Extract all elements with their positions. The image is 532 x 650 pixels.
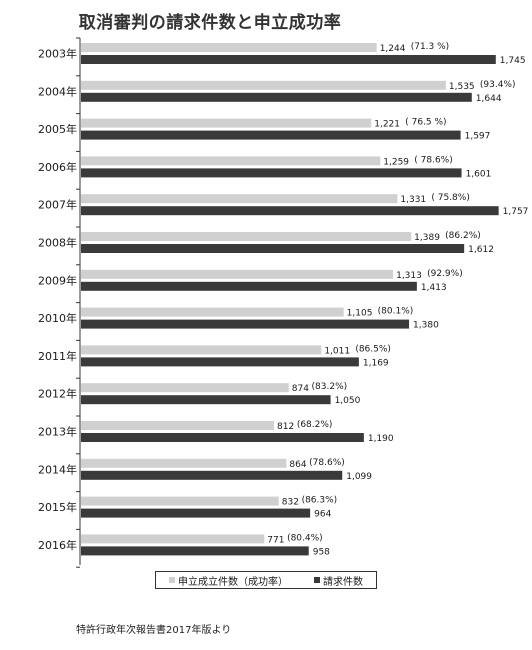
- value-label-success: 1,105: [347, 309, 373, 319]
- bar-requests: [81, 55, 496, 64]
- bar-requests: [81, 433, 364, 442]
- value-label-success: 864: [289, 460, 306, 470]
- category-label: 2003年: [38, 47, 77, 61]
- value-label-requests: 1,757: [503, 207, 529, 217]
- value-label-requests: 1,745: [500, 56, 526, 66]
- value-label-success: 832: [282, 498, 299, 508]
- legend-item-filed-success: 申立成立件数（成功率）: [169, 573, 288, 588]
- rate-label: (78.6%): [309, 458, 345, 468]
- rate-label: (68.2%): [297, 420, 333, 430]
- category-label: 2013年: [38, 425, 77, 439]
- category-label: 2005年: [38, 122, 77, 136]
- value-label-success: 1,011: [324, 346, 350, 356]
- bar-requests: [81, 244, 465, 253]
- category-label: 2011年: [38, 349, 77, 363]
- legend-swatch-dark: [314, 577, 320, 583]
- value-label-requests: 1,169: [363, 358, 389, 368]
- category-label: 2012年: [38, 387, 77, 401]
- bar-success: [81, 421, 275, 430]
- value-label-requests: 1,190: [368, 434, 394, 444]
- value-label-success: 1,221: [374, 120, 400, 130]
- chart-title: 取消審判の請求件数と申立成功率: [78, 13, 342, 33]
- data-labels: 1,244 (71.3 %) 1,745 1,535 (93.4%) 1,644 1,221…: [267, 42, 528, 557]
- bar-success: [81, 383, 289, 393]
- bar-requests: [81, 470, 343, 480]
- legend-swatch-light: [169, 577, 175, 583]
- rate-label: (80.1%): [378, 307, 414, 317]
- category-label: 2010年: [38, 311, 77, 325]
- value-label-requests: 1,601: [466, 169, 492, 179]
- bar-success: [81, 345, 322, 355]
- value-label-requests: 1,050: [335, 396, 361, 406]
- bar-success: [81, 534, 265, 544]
- category-label: 2015年: [38, 500, 77, 514]
- value-label-success: 1,244: [380, 44, 406, 54]
- value-label-success: 812: [277, 422, 294, 432]
- bar-success: [81, 269, 394, 279]
- value-label-success: 771: [267, 535, 284, 545]
- bar-requests: [81, 357, 359, 367]
- y-tick-marks: [76, 37, 80, 568]
- bar-success: [81, 194, 398, 204]
- value-label-requests: 1,644: [476, 94, 502, 104]
- rate-label: ( 78.6%): [414, 155, 452, 165]
- value-label-success: 1,535: [449, 82, 475, 92]
- rate-label: (71.3 %): [411, 42, 449, 52]
- category-label: 2007年: [38, 198, 77, 212]
- value-label-success: 874: [292, 384, 309, 394]
- bar-requests: [81, 395, 331, 405]
- rate-label: (86.2%): [445, 231, 481, 241]
- bar-success: [81, 118, 372, 128]
- value-label-success: 1,259: [383, 157, 409, 167]
- bar-requests: [81, 92, 472, 102]
- legend-label: 請求件数: [323, 576, 363, 588]
- category-label: 2008年: [38, 236, 77, 250]
- value-label-requests: 958: [313, 547, 330, 557]
- category-label: 2016年: [38, 538, 77, 552]
- legend: 申立成立件数（成功率） 請求件数: [155, 571, 377, 589]
- category-label: 2004年: [38, 84, 77, 98]
- bar-success: [81, 43, 377, 52]
- bar-requests: [81, 546, 309, 556]
- value-label-requests: 1,099: [346, 472, 372, 482]
- category-label: 2014年: [38, 462, 77, 476]
- rate-label: (92.9%): [427, 269, 463, 279]
- rate-label: (83.2%): [312, 382, 348, 392]
- value-label-requests: 1,597: [465, 132, 491, 142]
- bar-success: [81, 232, 412, 241]
- bar-success: [81, 307, 344, 317]
- bar-success: [81, 496, 279, 506]
- bar-requests: [81, 168, 462, 178]
- bar-success: [81, 156, 381, 166]
- value-label-requests: 964: [314, 510, 331, 520]
- value-label-requests: 1,612: [468, 245, 494, 255]
- source-note: 特許行政年次報告書2017年版より: [76, 625, 232, 636]
- bar-success: [81, 458, 287, 468]
- value-label-success: 1,331: [400, 195, 426, 205]
- rate-label: (93.4%): [480, 80, 516, 90]
- legend-label: 申立成立件数（成功率）: [178, 576, 288, 588]
- rate-label: (80.4%): [287, 533, 323, 543]
- rate-label: ( 76.5 %): [405, 118, 446, 128]
- bar-chart: 2003年 2004年 2005年 2006年 2007年 2008年 2009年 2010年…: [38, 37, 528, 568]
- value-label-success: 1,389: [414, 233, 440, 243]
- bars: [81, 43, 499, 556]
- legend-item-requests: 請求件数: [314, 573, 363, 588]
- category-label: 2006年: [38, 160, 77, 174]
- bar-requests: [81, 206, 499, 216]
- bar-requests: [81, 130, 461, 140]
- rate-label: ( 75.8%): [431, 193, 469, 203]
- bar-requests: [81, 508, 311, 518]
- category-label: 2009年: [38, 273, 77, 287]
- value-label-requests: 1,413: [421, 283, 447, 293]
- rate-label: (86.5%): [355, 344, 391, 354]
- category-labels: 2003年 2004年 2005年 2006年 2007年 2008年 2009年 2010年…: [38, 47, 77, 552]
- bar-requests: [81, 319, 410, 329]
- bar-success: [81, 80, 446, 90]
- rate-label: (86.3%): [302, 496, 338, 506]
- value-label-requests: 1,380: [413, 321, 439, 331]
- bar-requests: [81, 281, 417, 291]
- value-label-success: 1,313: [396, 271, 422, 281]
